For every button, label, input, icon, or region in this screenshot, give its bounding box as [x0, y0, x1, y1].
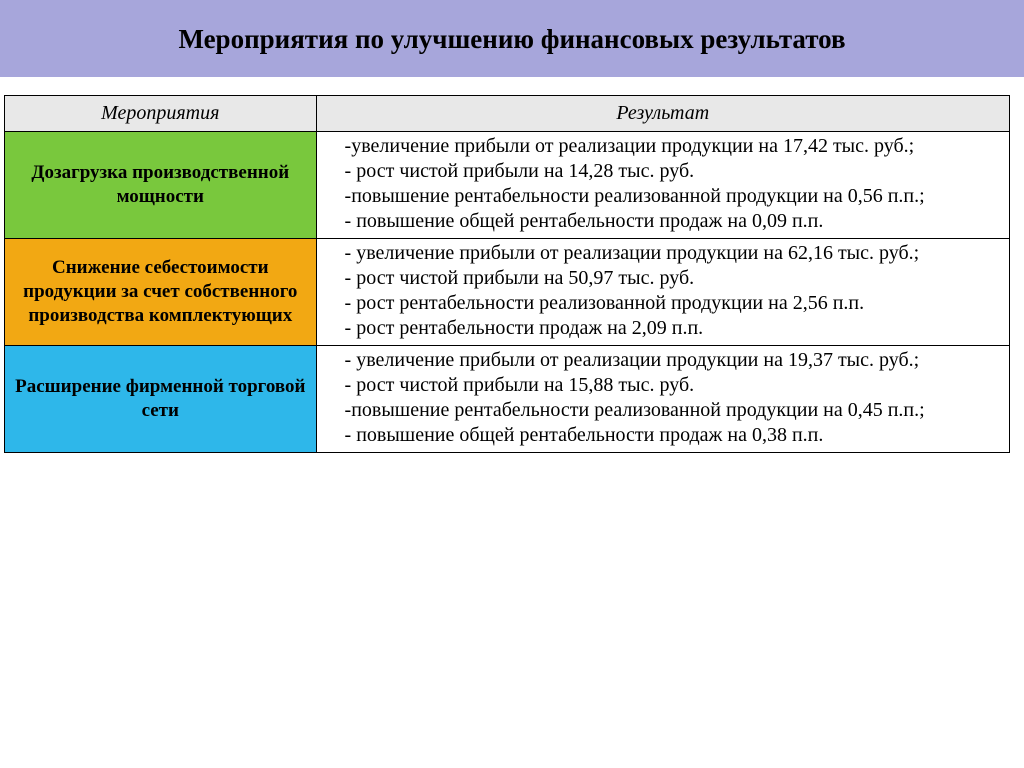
result-line: - рост чистой прибыли на 15,88 тыс. руб. — [319, 373, 1003, 398]
result-line: -повышение рентабельности реализованной … — [319, 398, 1003, 423]
col-header-result: Результат — [316, 96, 1009, 132]
result-line: - рост рентабельности продаж на 2,09 п.п… — [319, 316, 1003, 341]
result-line: -увеличение прибыли от реализации продук… — [319, 134, 1003, 159]
col-header-measures: Мероприятия — [5, 96, 317, 132]
table-container: Мероприятия Результат Дозагрузка произво… — [0, 77, 1024, 453]
result-cell: -увеличение прибыли от реализации продук… — [316, 132, 1009, 239]
result-cell: - увеличение прибыли от реализации проду… — [316, 239, 1009, 346]
table-row: Расширение фирменной торговой сети- увел… — [5, 346, 1010, 453]
result-line: - рост чистой прибыли на 50,97 тыс. руб. — [319, 266, 1003, 291]
measure-cell: Расширение фирменной торговой сети — [5, 346, 317, 453]
result-line: - рост рентабельности реализованной прод… — [319, 291, 1003, 316]
measure-cell: Снижение себестоимости продукции за счет… — [5, 239, 317, 346]
result-line: - повышение общей рентабельности продаж … — [319, 209, 1003, 234]
result-line: - повышение общей рентабельности продаж … — [319, 423, 1003, 448]
result-line: -повышение рентабельности реализованной … — [319, 184, 1003, 209]
result-line: - увеличение прибыли от реализации проду… — [319, 241, 1003, 266]
page-title: Мероприятия по улучшению финансовых резу… — [0, 0, 1024, 77]
measure-cell: Дозагрузка производственной мощности — [5, 132, 317, 239]
result-line: - увеличение прибыли от реализации проду… — [319, 348, 1003, 373]
table-row: Дозагрузка производственной мощности-уве… — [5, 132, 1010, 239]
result-cell: - увеличение прибыли от реализации проду… — [316, 346, 1009, 453]
measures-table: Мероприятия Результат Дозагрузка произво… — [4, 95, 1010, 453]
result-line: - рост чистой прибыли на 14,28 тыс. руб. — [319, 159, 1003, 184]
table-row: Снижение себестоимости продукции за счет… — [5, 239, 1010, 346]
table-header-row: Мероприятия Результат — [5, 96, 1010, 132]
